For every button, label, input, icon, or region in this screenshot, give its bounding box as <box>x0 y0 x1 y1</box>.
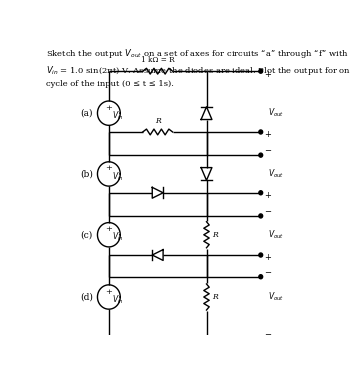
Text: 1 kΩ = R: 1 kΩ = R <box>141 56 175 64</box>
Text: $V_{out}$: $V_{out}$ <box>267 107 284 120</box>
Polygon shape <box>259 130 262 134</box>
Text: +: + <box>105 225 112 233</box>
Text: $V_{out}$: $V_{out}$ <box>267 291 284 303</box>
Text: $V_{in}$: $V_{in}$ <box>112 293 124 306</box>
Text: $V_{in}$: $V_{in}$ <box>112 109 124 122</box>
Polygon shape <box>259 214 262 218</box>
Text: +: + <box>105 164 112 173</box>
Text: R: R <box>155 117 161 125</box>
Text: (a): (a) <box>80 109 93 118</box>
Text: +: + <box>264 70 271 79</box>
Text: +: + <box>264 130 271 139</box>
Text: (c): (c) <box>80 230 93 239</box>
Text: +: + <box>264 191 271 200</box>
Polygon shape <box>259 153 262 157</box>
Polygon shape <box>259 191 262 195</box>
Text: −: − <box>264 330 271 339</box>
Text: −: − <box>264 268 271 277</box>
Text: $V_{out}$: $V_{out}$ <box>267 168 284 180</box>
Text: Sketch the output $V_{out}$ on a set of axes for circuits “a” through “f” with
$: Sketch the output $V_{out}$ on a set of … <box>47 47 350 88</box>
Text: (b): (b) <box>80 170 93 179</box>
Text: −: − <box>264 207 271 216</box>
Polygon shape <box>259 253 262 257</box>
Text: +: + <box>105 288 112 296</box>
Text: +: + <box>264 253 271 262</box>
Text: −: − <box>264 146 271 155</box>
Polygon shape <box>259 69 262 73</box>
Polygon shape <box>259 275 262 279</box>
Text: $V_{out}$: $V_{out}$ <box>267 229 284 241</box>
Text: $V_{in}$: $V_{in}$ <box>112 170 124 183</box>
Text: +: + <box>105 104 112 112</box>
Text: R: R <box>212 231 218 239</box>
Text: (d): (d) <box>80 293 93 302</box>
Text: $V_{in}$: $V_{in}$ <box>112 231 124 243</box>
Polygon shape <box>259 337 262 341</box>
Text: R: R <box>212 293 218 301</box>
